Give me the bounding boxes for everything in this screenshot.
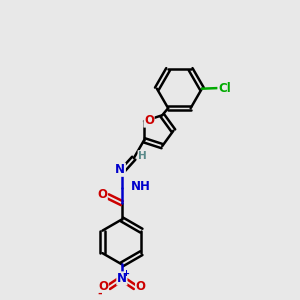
- Text: N: N: [117, 272, 127, 285]
- Text: N: N: [115, 163, 125, 176]
- Text: O: O: [97, 188, 107, 201]
- Text: H: H: [138, 151, 147, 161]
- Text: O: O: [136, 280, 146, 293]
- Text: NH: NH: [130, 180, 151, 194]
- Text: O: O: [144, 114, 154, 127]
- Text: Cl: Cl: [218, 82, 231, 94]
- Text: +: +: [122, 268, 129, 278]
- Text: -: -: [97, 289, 102, 299]
- Text: O: O: [98, 280, 108, 293]
